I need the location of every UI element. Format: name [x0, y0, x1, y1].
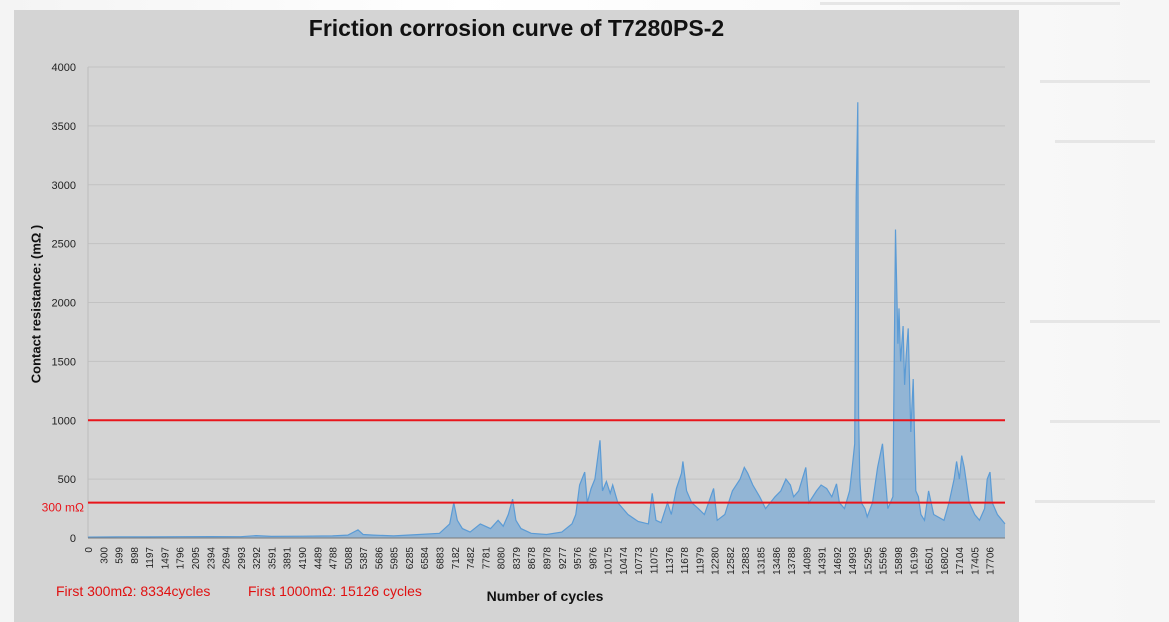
background-streak: [1035, 500, 1155, 503]
x-tick-label: 5686: [374, 547, 385, 570]
x-tick-label: 15596: [879, 547, 890, 575]
x-tick-label: 599: [115, 547, 126, 564]
background-streak: [1030, 320, 1160, 323]
x-tick-label: 9576: [573, 547, 584, 570]
x-tick-label: 1197: [145, 547, 156, 569]
x-tick-label: 2993: [237, 547, 248, 570]
x-tick-label: 14391: [818, 547, 829, 575]
y-tick-label: 2500: [52, 239, 76, 251]
x-tick-label: 7781: [481, 547, 492, 570]
x-tick-label: 300: [99, 547, 110, 564]
x-tick-label: 4489: [313, 547, 324, 570]
y-tick-label: 4000: [52, 62, 76, 74]
x-tick-label: 10773: [634, 547, 645, 575]
y-tick-label: 2000: [52, 298, 76, 310]
x-tick-label: 16501: [925, 547, 936, 575]
x-tick-label: 898: [130, 547, 141, 564]
x-tick-label: 16802: [940, 547, 951, 575]
x-tick-label: 6883: [436, 547, 447, 570]
x-tick-label: 2694: [222, 547, 233, 570]
x-tick-label: 13486: [772, 547, 783, 575]
x-tick-label: 12883: [741, 547, 752, 575]
x-tick-label: 7182: [451, 547, 462, 570]
series-line: [87, 102, 1006, 538]
x-tick-label: 12582: [726, 547, 737, 575]
first-1000-annotation: First 1000mΩ: 15126 cycles: [248, 583, 422, 599]
x-tick-label: 17706: [986, 547, 997, 575]
y-tick-label: 1500: [52, 356, 76, 368]
series-area: [88, 102, 1005, 539]
x-axis-title: Number of cycles: [486, 588, 604, 604]
x-tick-label: 0: [84, 547, 95, 553]
y-tick-label: 1000: [52, 415, 76, 427]
x-tick-label: 12280: [711, 547, 722, 575]
x-tick-label: 8379: [512, 547, 523, 570]
x-tick-label: 7482: [466, 547, 477, 570]
x-tick-label: 9876: [588, 547, 599, 570]
x-tick-label: 10175: [604, 547, 615, 575]
x-tick-label: 11075: [649, 547, 660, 575]
x-tick-label: 8678: [527, 547, 538, 570]
background-streak: [1050, 420, 1160, 423]
x-tick-label: 5387: [359, 547, 370, 570]
x-tick-label: 3891: [283, 547, 294, 570]
y-tick-label: 3500: [52, 121, 76, 133]
x-tick-label: 16199: [909, 547, 920, 575]
background-streak: [1040, 80, 1150, 83]
x-tick-label: 14692: [833, 547, 844, 575]
x-tick-label: 4788: [329, 547, 340, 570]
first-300-annotation: First 300mΩ: 8334cycles: [56, 583, 211, 599]
x-tick-label: 11678: [680, 547, 691, 575]
x-tick-label: 13185: [756, 547, 767, 575]
chart-title: Friction corrosion curve of T7280PS-2: [308, 15, 725, 41]
x-tick-label: 1796: [176, 547, 187, 570]
x-tick-label: 8978: [543, 547, 554, 570]
x-tick-label: 4190: [298, 547, 309, 570]
x-tick-label: 11979: [695, 547, 706, 575]
y-tick-label: 3000: [52, 180, 76, 192]
x-tick-label: 13788: [787, 547, 798, 575]
x-tick-label: 15295: [863, 547, 874, 575]
y-tick-label: 500: [58, 474, 76, 486]
x-tick-label: 14993: [848, 547, 859, 575]
x-tick-label: 17405: [970, 547, 981, 575]
x-tick-label: 5985: [390, 547, 401, 570]
x-tick-label: 10474: [619, 547, 630, 575]
x-tick-label: 5088: [344, 547, 355, 570]
x-tick-label: 15898: [894, 547, 905, 575]
x-tick-label: 2095: [191, 547, 202, 570]
x-tick-label: 6285: [405, 547, 416, 570]
background-streak: [1055, 140, 1155, 143]
x-tick-label: 17104: [955, 547, 966, 575]
x-tick-label: 3292: [252, 547, 263, 570]
reference-line-label: 300 mΩ: [42, 501, 84, 515]
x-tick-label: 14089: [802, 547, 813, 575]
x-tick-label: 6584: [420, 547, 431, 570]
x-tick-label: 9277: [558, 547, 569, 570]
x-tick-label: 8080: [497, 547, 508, 570]
x-tick-label: 2394: [206, 547, 217, 570]
x-tick-label: 3591: [267, 547, 278, 570]
background-streak: [820, 2, 1120, 5]
y-tick-label: 0: [70, 533, 76, 545]
x-tick-label: 11376: [665, 547, 676, 575]
x-tick-label: 1497: [160, 547, 171, 570]
